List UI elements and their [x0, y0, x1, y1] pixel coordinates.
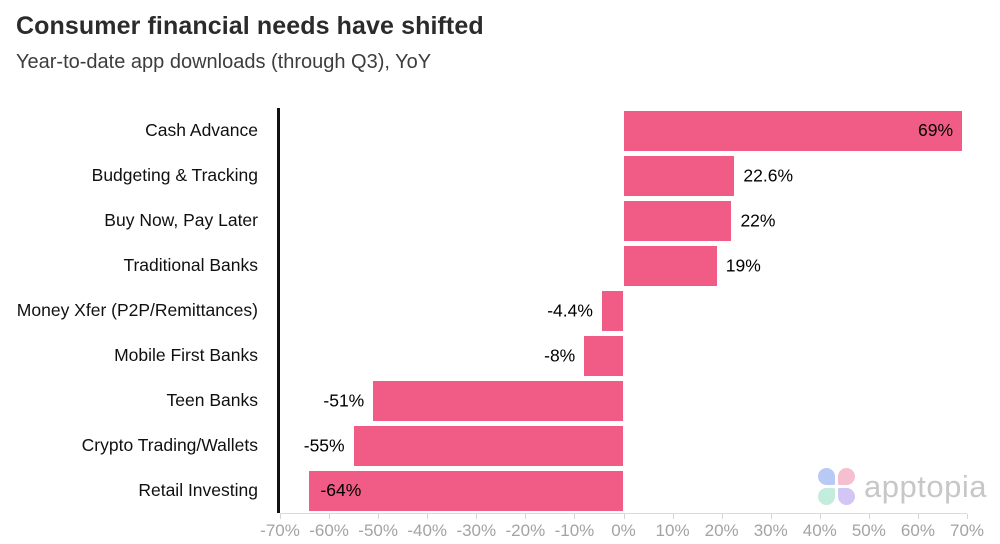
x-axis-tick-label: -30%: [456, 521, 497, 540]
bar-row: Crypto Trading/Wallets -55%: [0, 423, 1000, 468]
x-axis-tick: [917, 514, 919, 519]
x-axis-tick-label: 40%: [802, 521, 837, 540]
x-axis-tick: [623, 514, 625, 519]
bar: [353, 425, 624, 466]
x-axis-tick: [770, 514, 772, 519]
bar: -64%: [309, 470, 624, 511]
x-axis-tick-label: 50%: [851, 521, 886, 540]
x-axis-tick: [574, 514, 576, 519]
bar-rows: Cash Advance 69% Budgeting & Tracking 22.6%…: [0, 108, 1000, 513]
x-axis-tick: [868, 514, 870, 519]
value-label: -55%: [303, 435, 345, 455]
x-axis-tick-label: -50%: [358, 521, 398, 540]
category-label: Mobile First Banks: [114, 345, 258, 365]
value-label: 69%: [918, 120, 954, 140]
x-axis-tick: [721, 514, 723, 519]
bar: [623, 245, 717, 286]
x-axis-tick-label: 70%: [949, 521, 985, 540]
bar-track: -51%: [280, 380, 967, 421]
x-axis-tick-label: 30%: [753, 521, 788, 540]
value-label: -51%: [323, 390, 365, 410]
x-axis-tick: [280, 514, 281, 519]
category-label: Traditional Banks: [123, 255, 258, 275]
x-axis-tick-label: -20%: [505, 521, 546, 540]
bar-track: -55%: [280, 425, 967, 466]
bar-row: Traditional Banks 19%: [0, 243, 1000, 288]
x-axis-tick-label: 20%: [704, 521, 739, 540]
x-axis-tick-label: 60%: [900, 521, 935, 540]
value-label: -8%: [544, 345, 576, 365]
bar: 69%: [623, 110, 963, 151]
bar: [623, 200, 732, 241]
category-label: Retail Investing: [138, 480, 258, 500]
category-label: Crypto Trading/Wallets: [81, 435, 258, 455]
bar-track: -8%: [280, 335, 967, 376]
category-label: Teen Banks: [166, 390, 258, 410]
bar: [373, 380, 624, 421]
category-label: Budgeting & Tracking: [91, 165, 258, 185]
bar-track: -64%: [280, 470, 967, 511]
apptopia-logo-text: apptopia: [864, 468, 987, 504]
bar-row: Buy Now, Pay Later 22%: [0, 198, 1000, 243]
bar-row: Budgeting & Tracking 22.6%: [0, 153, 1000, 198]
bar-track: -4.4%: [280, 290, 967, 331]
category-label: Cash Advance: [145, 120, 258, 140]
chart-title: Consumer financial needs have shifted: [16, 12, 484, 40]
y-axis-spine: [277, 108, 280, 513]
x-axis-tick-label: -70%: [260, 521, 300, 540]
value-label: 19%: [725, 255, 761, 275]
bar-row: Money Xfer (P2P/Remittances) -4.4%: [0, 288, 1000, 333]
bar-track: 69%: [280, 110, 967, 151]
chart-subtitle: Year-to-date app downloads (through Q3),…: [16, 51, 432, 73]
flower-petal-top-right: [838, 468, 855, 485]
value-label: -64%: [320, 480, 362, 500]
category-label: Money Xfer (P2P/Remittances): [16, 300, 258, 320]
bar-row: Cash Advance 69%: [0, 108, 1000, 153]
x-axis-tick: [672, 514, 674, 519]
x-axis-tick: [819, 514, 821, 519]
apptopia-logo: apptopia: [818, 468, 987, 505]
chart-header: Consumer financial needs have shifted Ye…: [16, 12, 484, 74]
value-label: -4.4%: [547, 300, 593, 320]
bar: [623, 155, 735, 196]
x-axis-tick-label: 10%: [655, 521, 690, 540]
bar-track: 22%: [280, 200, 967, 241]
bar: [601, 290, 624, 331]
bar-chart: Cash Advance 69% Budgeting & Tracking 22.6%…: [0, 108, 1000, 544]
bar-track: 22.6%: [280, 155, 967, 196]
flower-petal-bottom-left: [818, 488, 835, 505]
apptopia-flower-icon: [818, 468, 855, 505]
bar-row: Mobile First Banks -8%: [0, 333, 1000, 378]
x-axis-tick: [427, 514, 429, 519]
x-axis-tick: [525, 514, 527, 519]
x-axis-tick-label: -40%: [407, 521, 448, 540]
x-axis-tick: [329, 514, 331, 519]
bar: [584, 335, 624, 376]
bar-track: 19%: [280, 245, 967, 286]
x-axis-tick-label: -10%: [554, 521, 595, 540]
x-axis-tick-label: 0%: [611, 521, 636, 540]
bar-row: Teen Banks -51%: [0, 378, 1000, 423]
flower-petal-bottom-right: [838, 488, 855, 505]
x-axis-tick: [378, 514, 380, 519]
x-axis: -70% -60% -50% -40% -30% -20% -10% 0% 10% 20% 30% 4…: [260, 513, 984, 543]
x-axis-tick-label: -60%: [309, 521, 349, 540]
value-label: 22.6%: [743, 165, 794, 185]
value-label: 22%: [740, 210, 776, 230]
x-axis-tick: [967, 514, 968, 519]
flower-petal-top-left: [818, 468, 835, 485]
category-label: Buy Now, Pay Later: [104, 210, 258, 230]
x-axis-tick: [476, 514, 478, 519]
bar-row: Retail Investing -64%: [0, 468, 1000, 513]
